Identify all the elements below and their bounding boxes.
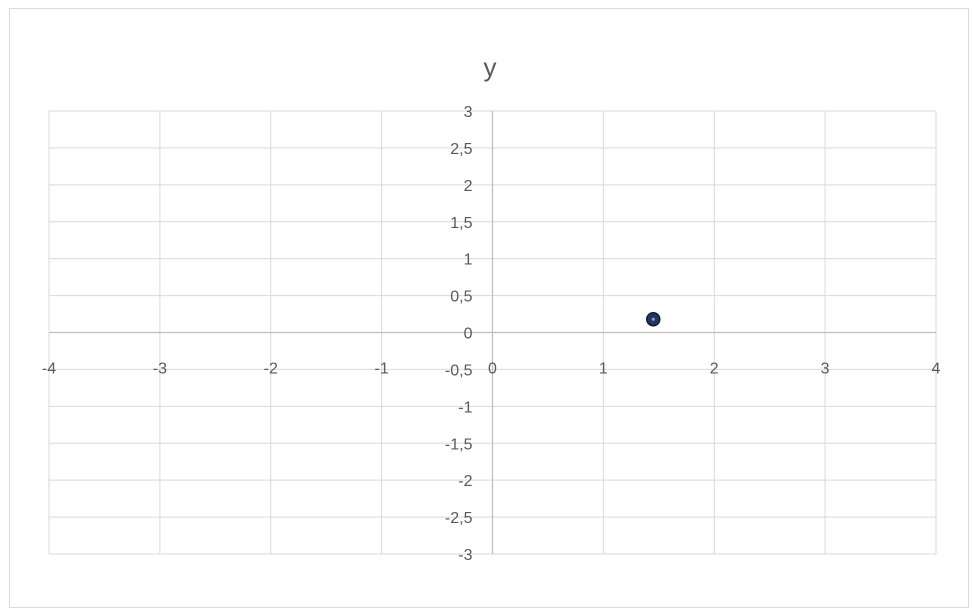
y-tick-label: -2 xyxy=(458,473,472,490)
tick-labels: -4 -3 -2 -1 0 1 2 3 4 3 2,5 2 1,5 1 0,5 0 -0,5 -1 -1,5 -2 -2… xyxy=(42,104,941,564)
x-tick-label: 3 xyxy=(821,361,830,378)
y-tick-label: -2,5 xyxy=(445,510,473,527)
y-tick-label: 2,5 xyxy=(450,141,472,158)
x-tick-label: 4 xyxy=(932,361,941,378)
x-tick-label: -4 xyxy=(42,361,56,378)
y-tick-label: 1 xyxy=(464,252,473,269)
x-tick-label: -3 xyxy=(153,361,167,378)
y-tick-label: 0,5 xyxy=(450,289,472,306)
chart-title: y xyxy=(484,52,497,82)
y-tick-label: -3 xyxy=(458,547,472,564)
x-tick-label: -1 xyxy=(375,361,389,378)
axes xyxy=(49,111,936,554)
y-tick-label: -1,5 xyxy=(445,436,473,453)
y-tick-label: 3 xyxy=(464,104,473,121)
scatter-chart: -4 -3 -2 -1 0 1 2 3 4 3 2,5 2 1,5 1 0,5 0 -0,5 -1 -1,5 -2 -2… xyxy=(42,52,941,564)
y-tick-label: 1,5 xyxy=(450,215,472,232)
data-points xyxy=(646,311,661,327)
y-tick-label: 2 xyxy=(464,178,473,195)
x-tick-label: 0 xyxy=(488,361,497,378)
y-tick-label: -1 xyxy=(458,399,472,416)
x-tick-label: -2 xyxy=(264,361,278,378)
data-point-highlight xyxy=(651,317,655,321)
x-tick-label: 2 xyxy=(710,361,719,378)
y-tick-label: -0,5 xyxy=(445,362,473,379)
x-tick-label: 1 xyxy=(599,361,608,378)
y-tick-label: 0 xyxy=(464,326,473,343)
chart-area: -4 -3 -2 -1 0 1 2 3 4 3 2,5 2 1,5 1 0,5 0 -0,5 -1 -1,5 -2 -2… xyxy=(9,8,969,608)
